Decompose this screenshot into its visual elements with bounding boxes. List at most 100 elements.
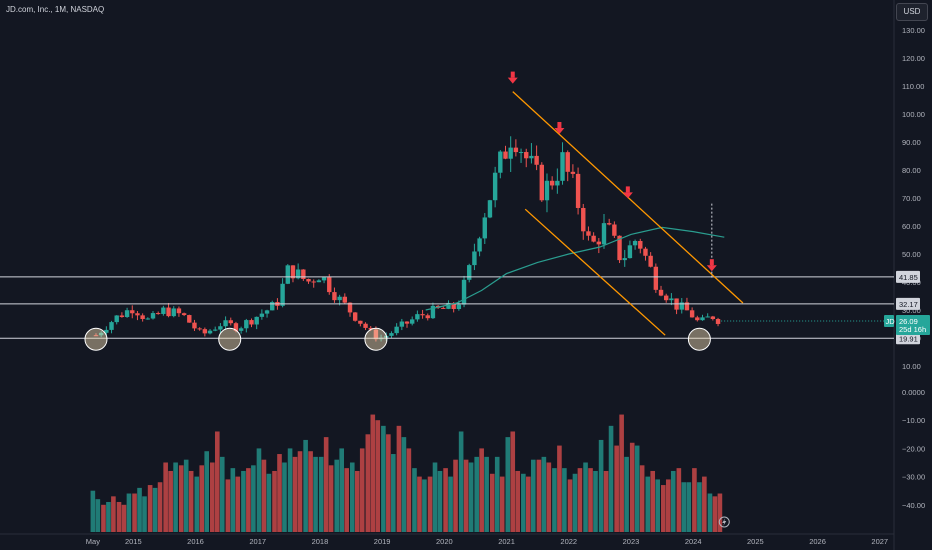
volume-bar [375,420,381,532]
volume-bar [406,448,412,532]
support-circle [218,327,242,351]
volume-bar [132,493,137,532]
candle-body [301,269,306,279]
volume-bar [173,462,178,532]
volume-bar [90,490,96,532]
volume-bar [608,425,614,532]
chart-grid [0,0,895,550]
volume-bar [204,451,210,532]
candle-body [549,180,555,186]
volume-bar [712,496,718,532]
volume-bar [323,437,329,532]
candle-body [399,321,405,327]
candle-body [124,310,130,318]
price-pane [93,136,721,342]
time-tick-label: 2025 [747,537,764,546]
candle-body [264,310,270,314]
candle-body [244,320,249,329]
candle-body [295,269,301,279]
candle-body [311,281,316,283]
annotations [0,71,894,528]
price-axis[interactable]: 10.0020.0030.0040.0050.0060.0070.0080.00… [884,26,930,510]
level-tag [896,270,920,283]
volume-bar [251,465,256,532]
candle-body [575,173,581,208]
volume-bar [152,487,158,532]
volume-bar [225,479,231,532]
volume-bar [241,470,246,532]
price-tick-label: 30.00 [902,306,921,315]
candle-body [161,307,166,314]
candle-body [254,316,259,325]
volume-bar [365,434,371,532]
price-tick-label: 100.00 [902,110,925,119]
volume-bar [183,459,189,532]
volume-bar [121,504,127,532]
volume-bar [349,462,355,532]
candle-body [487,200,493,218]
candle-body [352,312,358,321]
arrow-shaft [709,259,714,266]
volume-tick-label: 0.0000 [902,388,925,397]
volume-bar [359,448,365,532]
time-tick-label: 2022 [560,537,577,546]
volume-bar [499,476,505,532]
candle-body [492,172,498,201]
volume-bar [530,459,536,532]
candle-body [700,317,705,321]
volume-bar [479,448,484,532]
time-tick-label: 2019 [374,537,391,546]
candle-body [187,315,192,323]
price-tick-label: 130.00 [902,26,925,35]
volume-bar [557,445,562,532]
candle-body [560,152,565,181]
support-circle [364,327,388,351]
moving-average-line [425,226,725,311]
candle-body [145,318,151,320]
volume-bar [339,448,344,532]
currency-button[interactable]: USD [896,3,928,21]
volume-bar [717,493,723,532]
candle-body [441,307,446,309]
symbol-label: JD [886,317,896,326]
volume-bar [261,459,267,532]
candle-body [684,302,690,311]
level-label: 19.91 [899,334,918,343]
candle-body [544,180,550,201]
candle-body [394,326,399,334]
volume-bar [106,501,111,532]
volume-bar [313,456,318,532]
candle-body [321,277,327,281]
volume-bar [521,473,526,532]
candle-body [192,322,197,329]
volume-bar [681,482,687,532]
volume-bar [116,501,122,532]
volume-bar [272,470,277,532]
candle-body [508,147,513,159]
volume-bar [178,465,184,532]
candle-body [498,151,503,173]
candle-body [632,240,638,246]
time-axis[interactable]: May 2015 2016 2017 2018 2019 2020 2021 2022 2023 2… [86,537,888,546]
candle-body [233,323,239,331]
candle-body [109,322,114,330]
candle-body [638,240,643,249]
candle-body [228,320,233,324]
volume-bar [422,479,427,532]
candle-body [213,329,218,331]
candle-body [617,235,622,261]
candle-body [715,318,721,324]
channel-lower-line [524,208,666,336]
volume-tick-label: −30.00 [902,473,925,482]
volume-bar [318,456,324,532]
candle-body [218,326,223,330]
volume-bar [650,470,656,532]
candle-body [570,171,576,174]
down-arrow-icon [554,128,565,134]
candle-body [290,265,296,279]
candle-body [710,316,716,319]
volume-bar [417,476,422,532]
volume-bar [489,473,495,532]
candle-body [409,319,415,324]
